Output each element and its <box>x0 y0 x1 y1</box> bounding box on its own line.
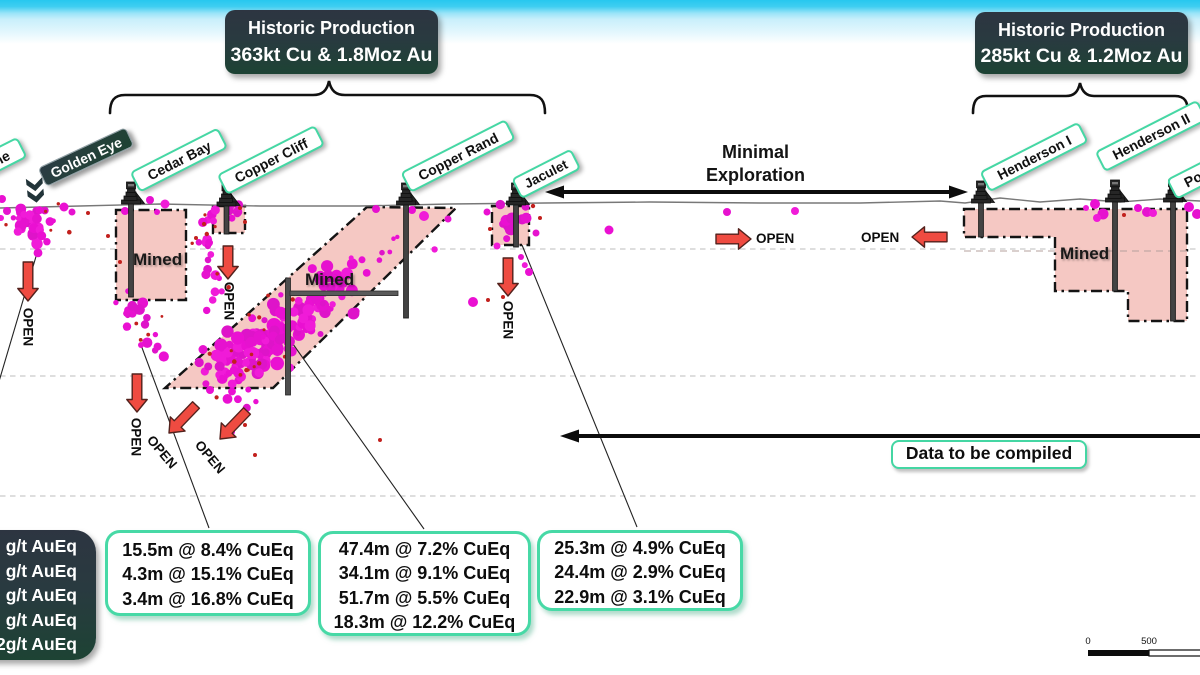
svg-text:500: 500 <box>1141 636 1157 647</box>
svg-text:0: 0 <box>1085 636 1090 647</box>
